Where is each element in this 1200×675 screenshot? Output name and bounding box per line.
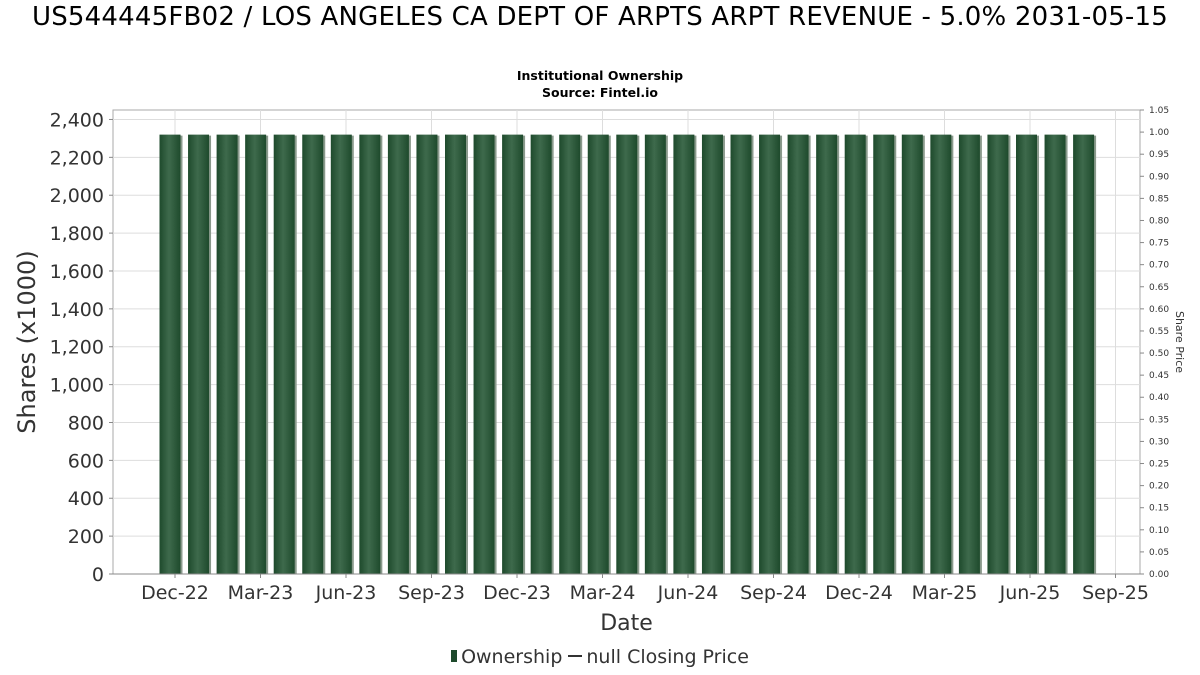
legend-ownership-swatch: [451, 650, 458, 662]
ownership-bar: [188, 134, 210, 574]
ownership-bar: [759, 134, 781, 574]
ownership-bar: [416, 134, 438, 574]
ownership-bar: [816, 134, 838, 574]
chart-source: Source: Fintel.io: [542, 85, 658, 100]
ownership-bar: [616, 134, 638, 574]
chart-subtitle: Institutional Ownership: [516, 68, 684, 83]
y2-tick-label: 0.10: [1149, 526, 1169, 536]
y2-tick-label: 0.50: [1149, 349, 1169, 359]
ownership-bar: [644, 134, 666, 574]
y-tick-label: 1,000: [50, 375, 104, 397]
y2-tick-label: 0.75: [1149, 239, 1169, 249]
y-tick-label: 1,800: [50, 223, 104, 245]
legend: Ownership null Closing Price: [0, 646, 1200, 668]
x-tick-label: Jun-24: [657, 582, 719, 604]
x-tick-label: Jun-23: [315, 582, 377, 604]
ownership-bar: [387, 134, 409, 574]
ownership-bar: [473, 134, 495, 574]
ownership-bar: [273, 134, 295, 574]
x-tick-label: Dec-22: [141, 582, 209, 604]
x-tick-label: Mar-23: [228, 582, 294, 604]
y-tick-label: 200: [68, 526, 104, 548]
x-tick-label: Sep-23: [398, 582, 465, 604]
ownership-bar: [958, 134, 980, 574]
chart-title: US544445FB02 / LOS ANGELES CA DEPT OF AR…: [32, 2, 1168, 32]
ownership-bar: [1044, 134, 1066, 574]
ownership-bar: [587, 134, 609, 574]
ownership-bar: [901, 134, 923, 574]
y-tick-label: 400: [68, 488, 104, 510]
y2-tick-label: 1.05: [1149, 106, 1169, 116]
y-tick-label: 800: [68, 412, 104, 434]
y2-tick-label: 0.00: [1149, 570, 1169, 580]
legend-price-swatch: [568, 655, 583, 657]
ownership-bar: [245, 134, 267, 574]
ownership-bar: [987, 134, 1009, 574]
y2-tick-label: 1.00: [1149, 128, 1169, 138]
y-tick-label: 2,000: [50, 185, 104, 207]
y2-tick-label: 0.70: [1149, 261, 1169, 271]
ownership-bar: [1073, 134, 1095, 574]
y2-tick-label: 0.60: [1149, 305, 1169, 315]
x-tick-label: Dec-24: [825, 582, 893, 604]
y2-tick-label: 0.95: [1149, 150, 1169, 160]
ownership-bar: [1016, 134, 1037, 574]
y2-tick-label: 0.20: [1149, 482, 1169, 492]
y2-tick-label: 0.15: [1149, 504, 1169, 514]
ownership-bar: [844, 134, 866, 574]
y-tick-label: 1,600: [50, 261, 104, 283]
ownership-bar: [330, 134, 352, 574]
ownership-bar: [930, 134, 952, 574]
x-tick-label: Sep-24: [740, 582, 807, 604]
ownership-bar: [530, 134, 552, 574]
ownership-bar: [730, 134, 752, 574]
y2-tick-label: 0.80: [1149, 216, 1169, 226]
ownership-bar: [359, 134, 381, 574]
y2-tick-label: 0.30: [1149, 437, 1169, 447]
x-tick-label: Mar-25: [912, 582, 978, 604]
y2-tick-label: 0.65: [1149, 283, 1169, 293]
y-tick-label: 2,200: [50, 147, 104, 169]
y-tick-label: 1,400: [50, 299, 104, 321]
ownership-bar: [445, 134, 466, 574]
ownership-bar: [873, 134, 895, 574]
ownership-bar: [159, 134, 181, 574]
ownership-bar: [502, 134, 524, 574]
y2-axis-label: Share Price: [1173, 311, 1186, 373]
ownership-bar: [559, 134, 581, 574]
x-tick-label: Jun-25: [999, 582, 1061, 604]
y2-tick-label: 0.45: [1149, 371, 1169, 381]
y-tick-label: 2,400: [50, 109, 104, 131]
legend-ownership-label: Ownership: [461, 646, 563, 668]
x-tick-label: Sep-25: [1082, 582, 1149, 604]
y2-tick-label: 0.55: [1149, 327, 1169, 337]
y2-tick-label: 0.85: [1149, 194, 1169, 204]
y2-tick-label: 0.90: [1149, 172, 1169, 182]
y-axis-label: Shares (x1000): [13, 250, 41, 433]
x-tick-label: Dec-23: [483, 582, 551, 604]
y2-tick-label: 0.25: [1149, 460, 1169, 470]
y2-tick-label: 0.35: [1149, 415, 1169, 425]
x-axis-label: Date: [600, 611, 653, 636]
y-tick-label: 600: [68, 450, 104, 472]
legend-price-label: null Closing Price: [586, 646, 749, 668]
y-tick-label: 1,200: [50, 337, 104, 359]
y2-tick-label: 0.05: [1149, 548, 1169, 558]
ownership-bar: [216, 134, 238, 574]
ownership-bar: [787, 134, 809, 574]
ownership-bar: [701, 134, 723, 574]
ownership-bar: [302, 134, 324, 574]
y2-tick-label: 0.40: [1149, 393, 1169, 403]
y-tick-label: 0: [92, 564, 104, 586]
x-tick-label: Mar-24: [570, 582, 636, 604]
ownership-chart: 0 200 400 600 800 1,000 1,200 1,400 1,600 1,800 2,…: [13, 106, 1186, 636]
ownership-bar: [673, 134, 695, 574]
